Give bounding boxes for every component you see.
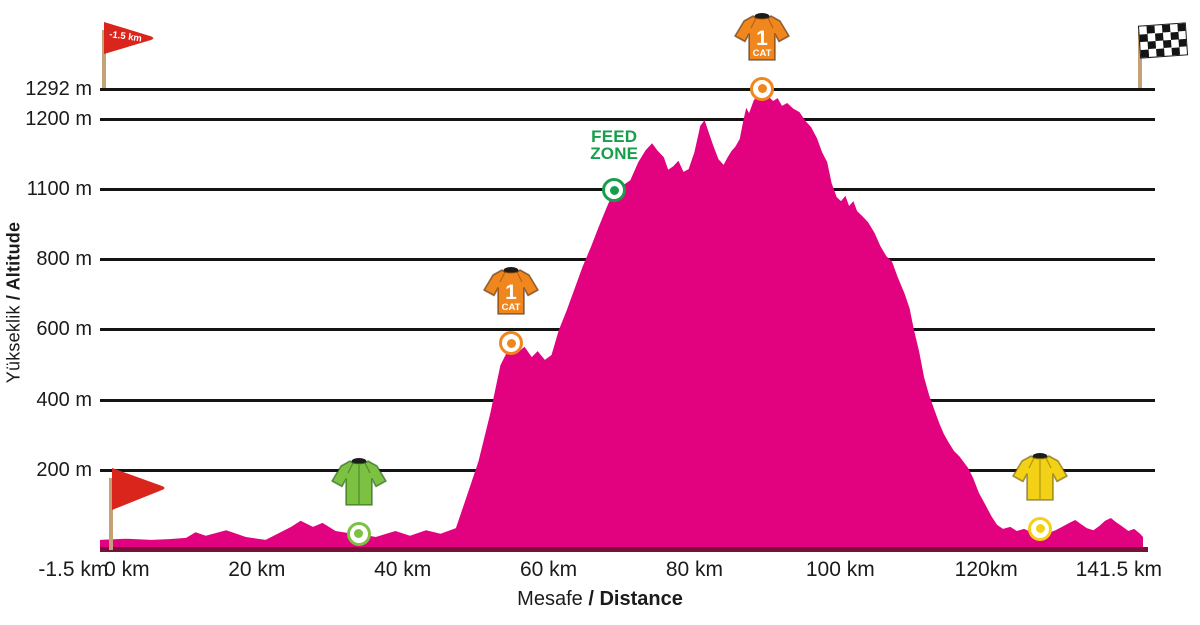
x-tick-0km: 0 km xyxy=(104,558,150,581)
cat1-number-label: 1 xyxy=(756,27,768,50)
cat1-number-label: 1 xyxy=(506,281,518,304)
x-tick-40km: 40 km xyxy=(374,558,432,581)
gridline-800m xyxy=(100,258,1155,261)
feed-zone-label: FEED ZONE xyxy=(590,127,639,164)
yellow-jersey-icon xyxy=(1012,452,1068,501)
cat1-cat-label: CAT xyxy=(753,48,772,59)
cat1-point-marker xyxy=(499,331,524,356)
y-tick-1100m: 1100 m xyxy=(26,178,92,200)
x-tick-80km: 80 km xyxy=(665,558,724,581)
neutral-flagpole xyxy=(102,30,106,88)
neutral-start-flag-icon: -1.5 km xyxy=(104,22,154,54)
baseline xyxy=(100,547,1148,552)
y-tick-600m: 600 m xyxy=(36,318,92,340)
feed-zone-point-dot xyxy=(609,185,619,195)
sprint-point-dot xyxy=(354,529,364,539)
finish-flagpole xyxy=(1138,32,1142,88)
gridline-1200m xyxy=(100,118,1155,121)
neutral-flag-label: -1.5 km xyxy=(109,29,143,44)
green-jersey-icon xyxy=(331,457,387,506)
start-flag-icon xyxy=(112,468,165,510)
y-tick-200m: 200 m xyxy=(36,459,92,481)
x-tick-finish: 141.5 km xyxy=(1075,558,1163,581)
gridline-600m xyxy=(100,328,1155,331)
x-axis-title-english: / Distance xyxy=(588,588,683,610)
x-tick-20km: 20 km xyxy=(228,558,286,581)
leader-point-marker xyxy=(1028,516,1053,541)
finish-checkered-flag-icon xyxy=(1137,22,1189,59)
feed-zone-point-marker xyxy=(602,178,627,203)
cat1-point-marker xyxy=(750,76,775,101)
x-tick-120km: 120km xyxy=(954,558,1018,581)
x-tick-100km: 100 km xyxy=(805,558,875,581)
y-tick-800m: 800 m xyxy=(36,248,92,270)
cat1-cat-label: CAT xyxy=(502,302,521,313)
start-flagpole xyxy=(109,478,113,550)
cat1-jersey-icon: 1 CAT xyxy=(483,267,540,316)
cat1-point-dot xyxy=(757,84,767,94)
y-tick-400m: 400 m xyxy=(36,389,92,411)
x-axis-title: Mesafe / Distance xyxy=(0,588,1200,611)
gridline-400m xyxy=(100,399,1155,402)
gridline-200m xyxy=(100,469,1155,472)
leader-point-dot xyxy=(1035,524,1045,534)
x-tick-neutral: -1.5 km xyxy=(38,558,109,581)
cat1-jersey-icon: 1 CAT xyxy=(734,12,791,61)
gridline-1292m xyxy=(100,88,1155,91)
x-tick-60km: 60 km xyxy=(519,558,578,581)
sprint-point-marker xyxy=(346,521,371,546)
gridline-1100m xyxy=(100,188,1155,191)
y-tick-1292m: 1292 m xyxy=(25,78,92,100)
cat1-point-dot xyxy=(506,338,516,348)
x-axis-title-turkish: Mesafe xyxy=(517,588,583,610)
y-tick-1200m: 1200 m xyxy=(25,108,92,130)
